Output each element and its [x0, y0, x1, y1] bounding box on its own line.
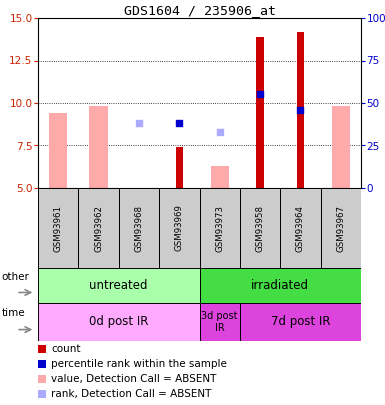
Bar — [321, 188, 361, 268]
Bar — [297, 32, 304, 188]
Text: GSM93961: GSM93961 — [54, 205, 63, 252]
Text: 3d post
IR: 3d post IR — [201, 311, 238, 333]
Bar — [211, 166, 229, 188]
Bar — [79, 188, 119, 268]
Bar — [280, 188, 321, 268]
Bar — [256, 37, 264, 188]
Bar — [49, 113, 67, 188]
Bar — [240, 188, 280, 268]
Point — [257, 91, 263, 98]
Bar — [38, 375, 46, 383]
Text: other: other — [2, 272, 30, 282]
Bar — [199, 303, 240, 341]
Bar — [176, 147, 183, 188]
Point — [297, 107, 303, 113]
Point — [176, 120, 182, 127]
Bar — [38, 390, 46, 398]
Text: value, Detection Call = ABSENT: value, Detection Call = ABSENT — [51, 374, 216, 384]
Text: GSM93964: GSM93964 — [296, 205, 305, 252]
Text: GSM93967: GSM93967 — [336, 205, 345, 252]
Bar — [332, 107, 350, 188]
Bar — [199, 188, 240, 268]
Text: GSM93969: GSM93969 — [175, 205, 184, 252]
Text: GSM93973: GSM93973 — [215, 205, 224, 252]
Text: GSM93958: GSM93958 — [256, 205, 264, 252]
Bar — [38, 303, 199, 341]
Bar — [89, 107, 108, 188]
Bar — [38, 268, 199, 303]
Bar — [240, 303, 361, 341]
Text: untreated: untreated — [89, 279, 148, 292]
Bar — [38, 345, 46, 353]
Point — [136, 120, 142, 127]
Bar — [38, 360, 46, 368]
Text: count: count — [51, 344, 80, 354]
Text: rank, Detection Call = ABSENT: rank, Detection Call = ABSENT — [51, 389, 211, 399]
Text: time: time — [2, 307, 25, 318]
Text: percentile rank within the sample: percentile rank within the sample — [51, 359, 227, 369]
Text: GSM93968: GSM93968 — [134, 205, 144, 252]
Text: 7d post IR: 7d post IR — [271, 315, 330, 328]
Bar — [199, 268, 361, 303]
Text: irradiated: irradiated — [251, 279, 309, 292]
Point — [217, 129, 223, 135]
Bar — [38, 188, 79, 268]
Text: 0d post IR: 0d post IR — [89, 315, 149, 328]
Bar — [159, 188, 199, 268]
Bar — [119, 188, 159, 268]
Text: GSM93962: GSM93962 — [94, 205, 103, 252]
Title: GDS1604 / 235906_at: GDS1604 / 235906_at — [124, 4, 276, 17]
